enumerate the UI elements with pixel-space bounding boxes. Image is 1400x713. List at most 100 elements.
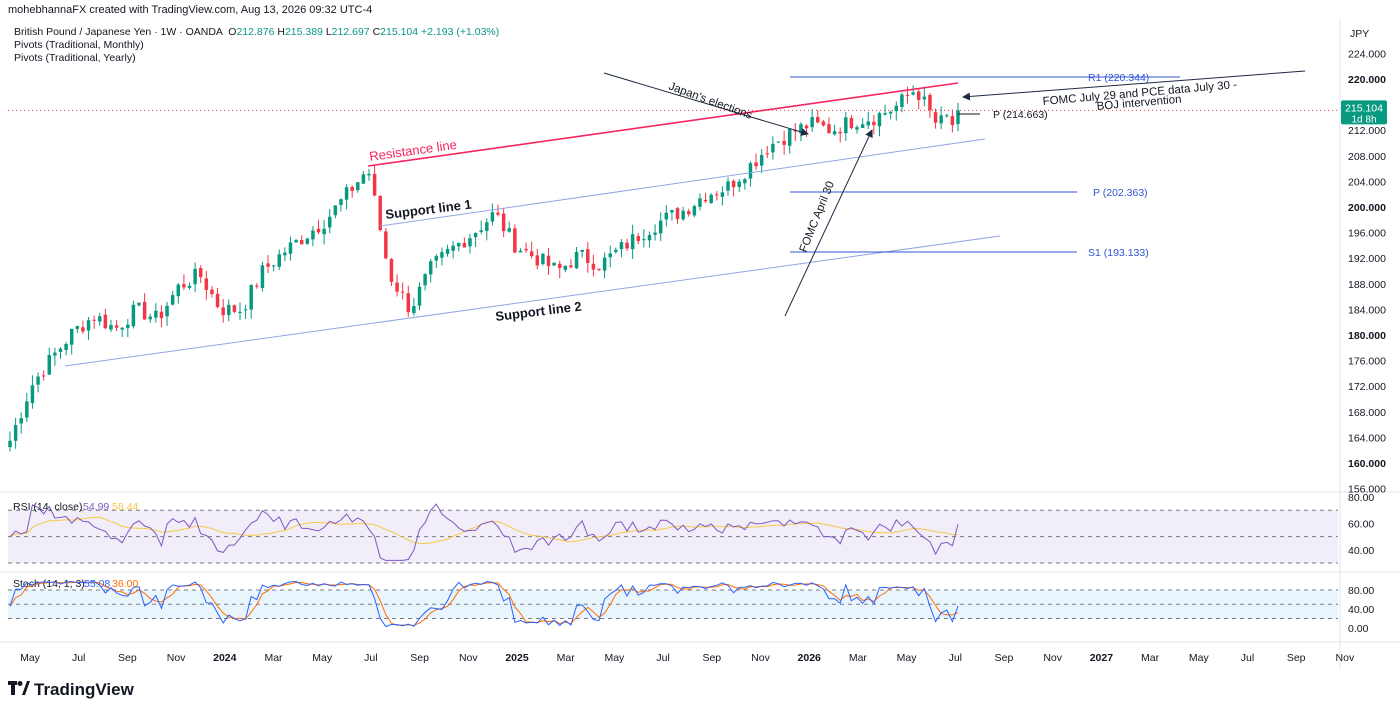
candle-body — [249, 285, 253, 310]
candle-body — [462, 243, 467, 248]
candle-body — [210, 289, 214, 295]
candle-body — [333, 205, 338, 216]
symbol-name[interactable]: British Pound / Japanese Yen · 1W · OAND… — [14, 26, 223, 38]
price-tick-label: 208.000 — [1348, 151, 1386, 163]
candle-body — [19, 418, 23, 424]
candle-body — [103, 314, 108, 329]
time-tick-label: Jul — [364, 652, 377, 664]
candle-body — [821, 121, 826, 126]
candle-body — [591, 263, 596, 270]
candle-body — [154, 310, 158, 318]
time-tick-label: Jul — [656, 652, 669, 664]
low-value: 212.697 — [331, 26, 370, 38]
time-tick-label: May — [1189, 652, 1210, 664]
candle-body — [888, 111, 893, 114]
price-tag-countdown: 1d 8h — [1351, 114, 1376, 125]
candle-body — [109, 324, 113, 330]
candle-body — [406, 293, 411, 313]
time-tick-label: 2024 — [213, 652, 237, 664]
candle-body — [86, 320, 91, 331]
time-tick-label: Mar — [557, 652, 576, 664]
candle-body — [715, 194, 719, 196]
candle-body — [299, 240, 304, 245]
candle-body — [126, 324, 130, 328]
time-tick-label: Nov — [751, 652, 770, 664]
candle-body — [849, 117, 854, 129]
candle-body — [950, 116, 955, 126]
candle-body — [451, 245, 455, 251]
candle-body — [41, 375, 46, 377]
time-tick-label: Jul — [1241, 652, 1254, 664]
pivots-yearly-label[interactable]: Pivots (Traditional, Yearly) — [14, 52, 136, 64]
support-line-2 — [64, 235, 1001, 367]
candle-body — [675, 208, 680, 220]
candle-body — [866, 121, 870, 126]
candle-body — [159, 311, 164, 319]
candle-body — [395, 282, 399, 292]
japan-elections-label: Japan's elections — [667, 81, 754, 122]
rsi-tick-label: 40.00 — [1348, 545, 1374, 557]
candle-body — [114, 325, 119, 328]
candle-body — [731, 180, 736, 188]
candle-body — [625, 242, 629, 249]
candle-body — [703, 199, 708, 202]
candle-body — [737, 181, 741, 188]
time-tick-label: 2025 — [505, 652, 529, 664]
candle-body — [384, 231, 388, 259]
candle-body — [305, 238, 310, 244]
price-tick-label: 192.000 — [1348, 253, 1386, 265]
time-tick-label: Nov — [459, 652, 478, 664]
candle-body — [344, 187, 349, 200]
candle-body — [894, 105, 899, 112]
candle-body — [787, 129, 792, 146]
pivot-p-monthly-label: P (214.663) — [993, 109, 1048, 121]
candle-body — [339, 199, 343, 205]
candle-body — [630, 234, 635, 250]
candle-body — [98, 316, 102, 322]
stoch-d-value: 36.00 — [112, 578, 138, 590]
candle-body — [372, 173, 377, 196]
pivots-monthly-label[interactable]: Pivots (Traditional, Monthly) — [14, 39, 144, 51]
candle-body — [563, 265, 568, 270]
candle-body — [367, 173, 371, 176]
candle-body — [187, 285, 192, 288]
candle-body — [642, 239, 646, 241]
stoch-tick-label: 0.00 — [1348, 623, 1369, 635]
candle-body — [580, 249, 584, 252]
time-tick-label: Sep — [1287, 652, 1306, 664]
candle-body — [328, 216, 332, 228]
open-label: O — [228, 26, 237, 38]
candle-body — [754, 162, 758, 167]
candle-body — [412, 306, 416, 314]
change-value: +2.193 (+1.03%) — [421, 26, 500, 38]
candle-body — [614, 249, 618, 252]
open-value: 212.876 — [236, 26, 275, 38]
time-tick-label: Nov — [1043, 652, 1062, 664]
resistance-line — [367, 82, 959, 167]
candle-body — [905, 94, 910, 96]
price-tag-value: 215.104 — [1345, 102, 1383, 114]
price-tick-label: 188.000 — [1348, 279, 1386, 291]
price-tick-label: 160.000 — [1348, 458, 1386, 470]
candle-body — [619, 242, 624, 250]
candle-body — [513, 228, 517, 253]
time-tick-label: Jul — [72, 652, 85, 664]
candle-body — [759, 154, 764, 166]
chart-attribution: mohebhannaFX created with TradingView.co… — [8, 4, 373, 16]
tradingview-wordmark: TradingView — [34, 680, 134, 699]
price-tick-label: 176.000 — [1348, 356, 1386, 368]
candle-body — [457, 242, 461, 247]
candle-body — [440, 252, 444, 258]
candle-body — [939, 115, 943, 124]
time-tick-label: Mar — [1141, 652, 1160, 664]
price-tick-label: 156.000 — [1348, 484, 1386, 496]
candle-body — [58, 348, 63, 352]
candle-body — [844, 117, 848, 134]
candle-body — [389, 258, 394, 282]
candle-body — [36, 376, 40, 385]
candle-body — [529, 251, 534, 257]
currency-label: JPY — [1350, 28, 1369, 40]
time-tick-label: May — [20, 652, 41, 664]
low-label: L — [325, 26, 332, 38]
